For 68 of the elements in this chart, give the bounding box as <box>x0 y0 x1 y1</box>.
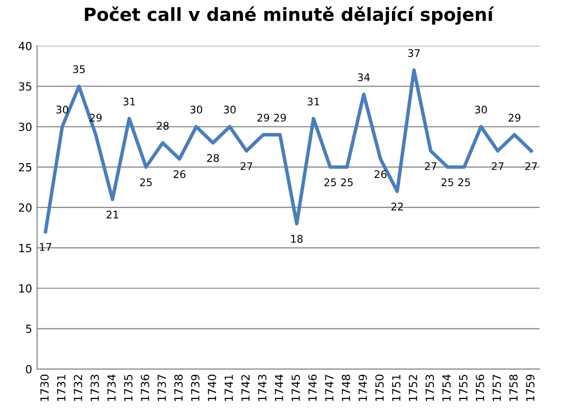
data-label: 31 <box>123 98 135 106</box>
data-label: 30 <box>475 106 487 114</box>
x-tick-label: 1730 <box>40 374 49 401</box>
x-tick-label: 1743 <box>258 374 266 401</box>
y-tick-label: 25 <box>18 163 32 172</box>
x-tick-label: 1732 <box>74 375 82 401</box>
data-label: 25 <box>442 178 454 186</box>
y-tick-label: 30 <box>18 122 32 132</box>
x-tick-label: 1759 <box>526 374 534 401</box>
x-tick-label: 1745 <box>292 374 300 401</box>
data-label: 27 <box>240 162 252 170</box>
x-tick-label: 1734 <box>107 374 116 401</box>
data-label: 18 <box>291 234 303 243</box>
y-tick-label: 40 <box>18 42 32 50</box>
data-label: 30 <box>190 106 202 114</box>
data-label: 25 <box>341 178 353 186</box>
x-tick-label: 1749 <box>358 374 367 401</box>
x-tick-label: 1755 <box>459 374 468 401</box>
data-label: 35 <box>73 65 85 74</box>
data-label: 27 <box>492 162 504 170</box>
data-label: 29 <box>257 114 270 122</box>
x-tick-label: 1733 <box>90 374 99 401</box>
x-tick-label: 1754 <box>442 374 451 401</box>
data-label: 17 <box>40 243 52 251</box>
x-tick-label: 1748 <box>342 374 350 401</box>
data-label: 25 <box>140 178 152 186</box>
data-label: 37 <box>408 49 420 57</box>
y-tick-label: 0 <box>26 365 32 374</box>
x-tick-label: 1737 <box>158 374 166 401</box>
x-tick-label: 1747 <box>325 374 334 401</box>
data-label: 22 <box>391 202 403 210</box>
y-tick-label: 20 <box>18 203 32 212</box>
data-label: 25 <box>458 178 470 186</box>
data-label: 34 <box>358 73 370 82</box>
x-tick-label: 1739 <box>191 374 200 401</box>
data-label: 29 <box>508 114 520 122</box>
y-tick-label: 15 <box>19 244 32 252</box>
y-tick-label: 35 <box>18 82 32 91</box>
x-tick-label: 1757 <box>492 374 501 401</box>
x-tick-label: 1731 <box>57 374 66 401</box>
data-label: 27 <box>525 162 537 170</box>
x-tick-label: 1735 <box>124 374 132 401</box>
x-tick-label: 1752 <box>408 375 418 401</box>
data-label: 31 <box>308 98 320 106</box>
x-tick-label: 1758 <box>509 374 518 401</box>
x-tick-label: 1751 <box>392 374 400 401</box>
data-label: 29 <box>274 114 286 122</box>
x-tick-label: 1738 <box>174 374 183 401</box>
data-label: 28 <box>207 154 219 162</box>
data-label: 26 <box>374 170 386 178</box>
data-label: 30 <box>224 106 236 114</box>
x-tick-label: 1744 <box>274 374 284 401</box>
x-tick-label: 1742 <box>241 375 250 401</box>
data-label: 21 <box>106 210 118 218</box>
chart-title: Počet call v dané minutě dělající spojení <box>84 6 494 25</box>
x-tick-label: 1753 <box>426 374 434 401</box>
data-label: 28 <box>156 122 169 130</box>
x-tick-label: 1741 <box>224 374 233 401</box>
data-label: 26 <box>174 170 186 178</box>
x-tick-label: 1750 <box>375 374 384 401</box>
x-tick-label: 1756 <box>476 374 484 401</box>
x-tick-label: 1736 <box>140 374 150 401</box>
y-tick-label: 5 <box>26 324 32 334</box>
y-tick-label: 10 <box>19 284 32 293</box>
x-tick-label: 1746 <box>308 374 317 401</box>
data-label: 25 <box>324 178 336 186</box>
x-tick-label: 1740 <box>208 374 216 401</box>
data-label: 27 <box>424 162 436 170</box>
